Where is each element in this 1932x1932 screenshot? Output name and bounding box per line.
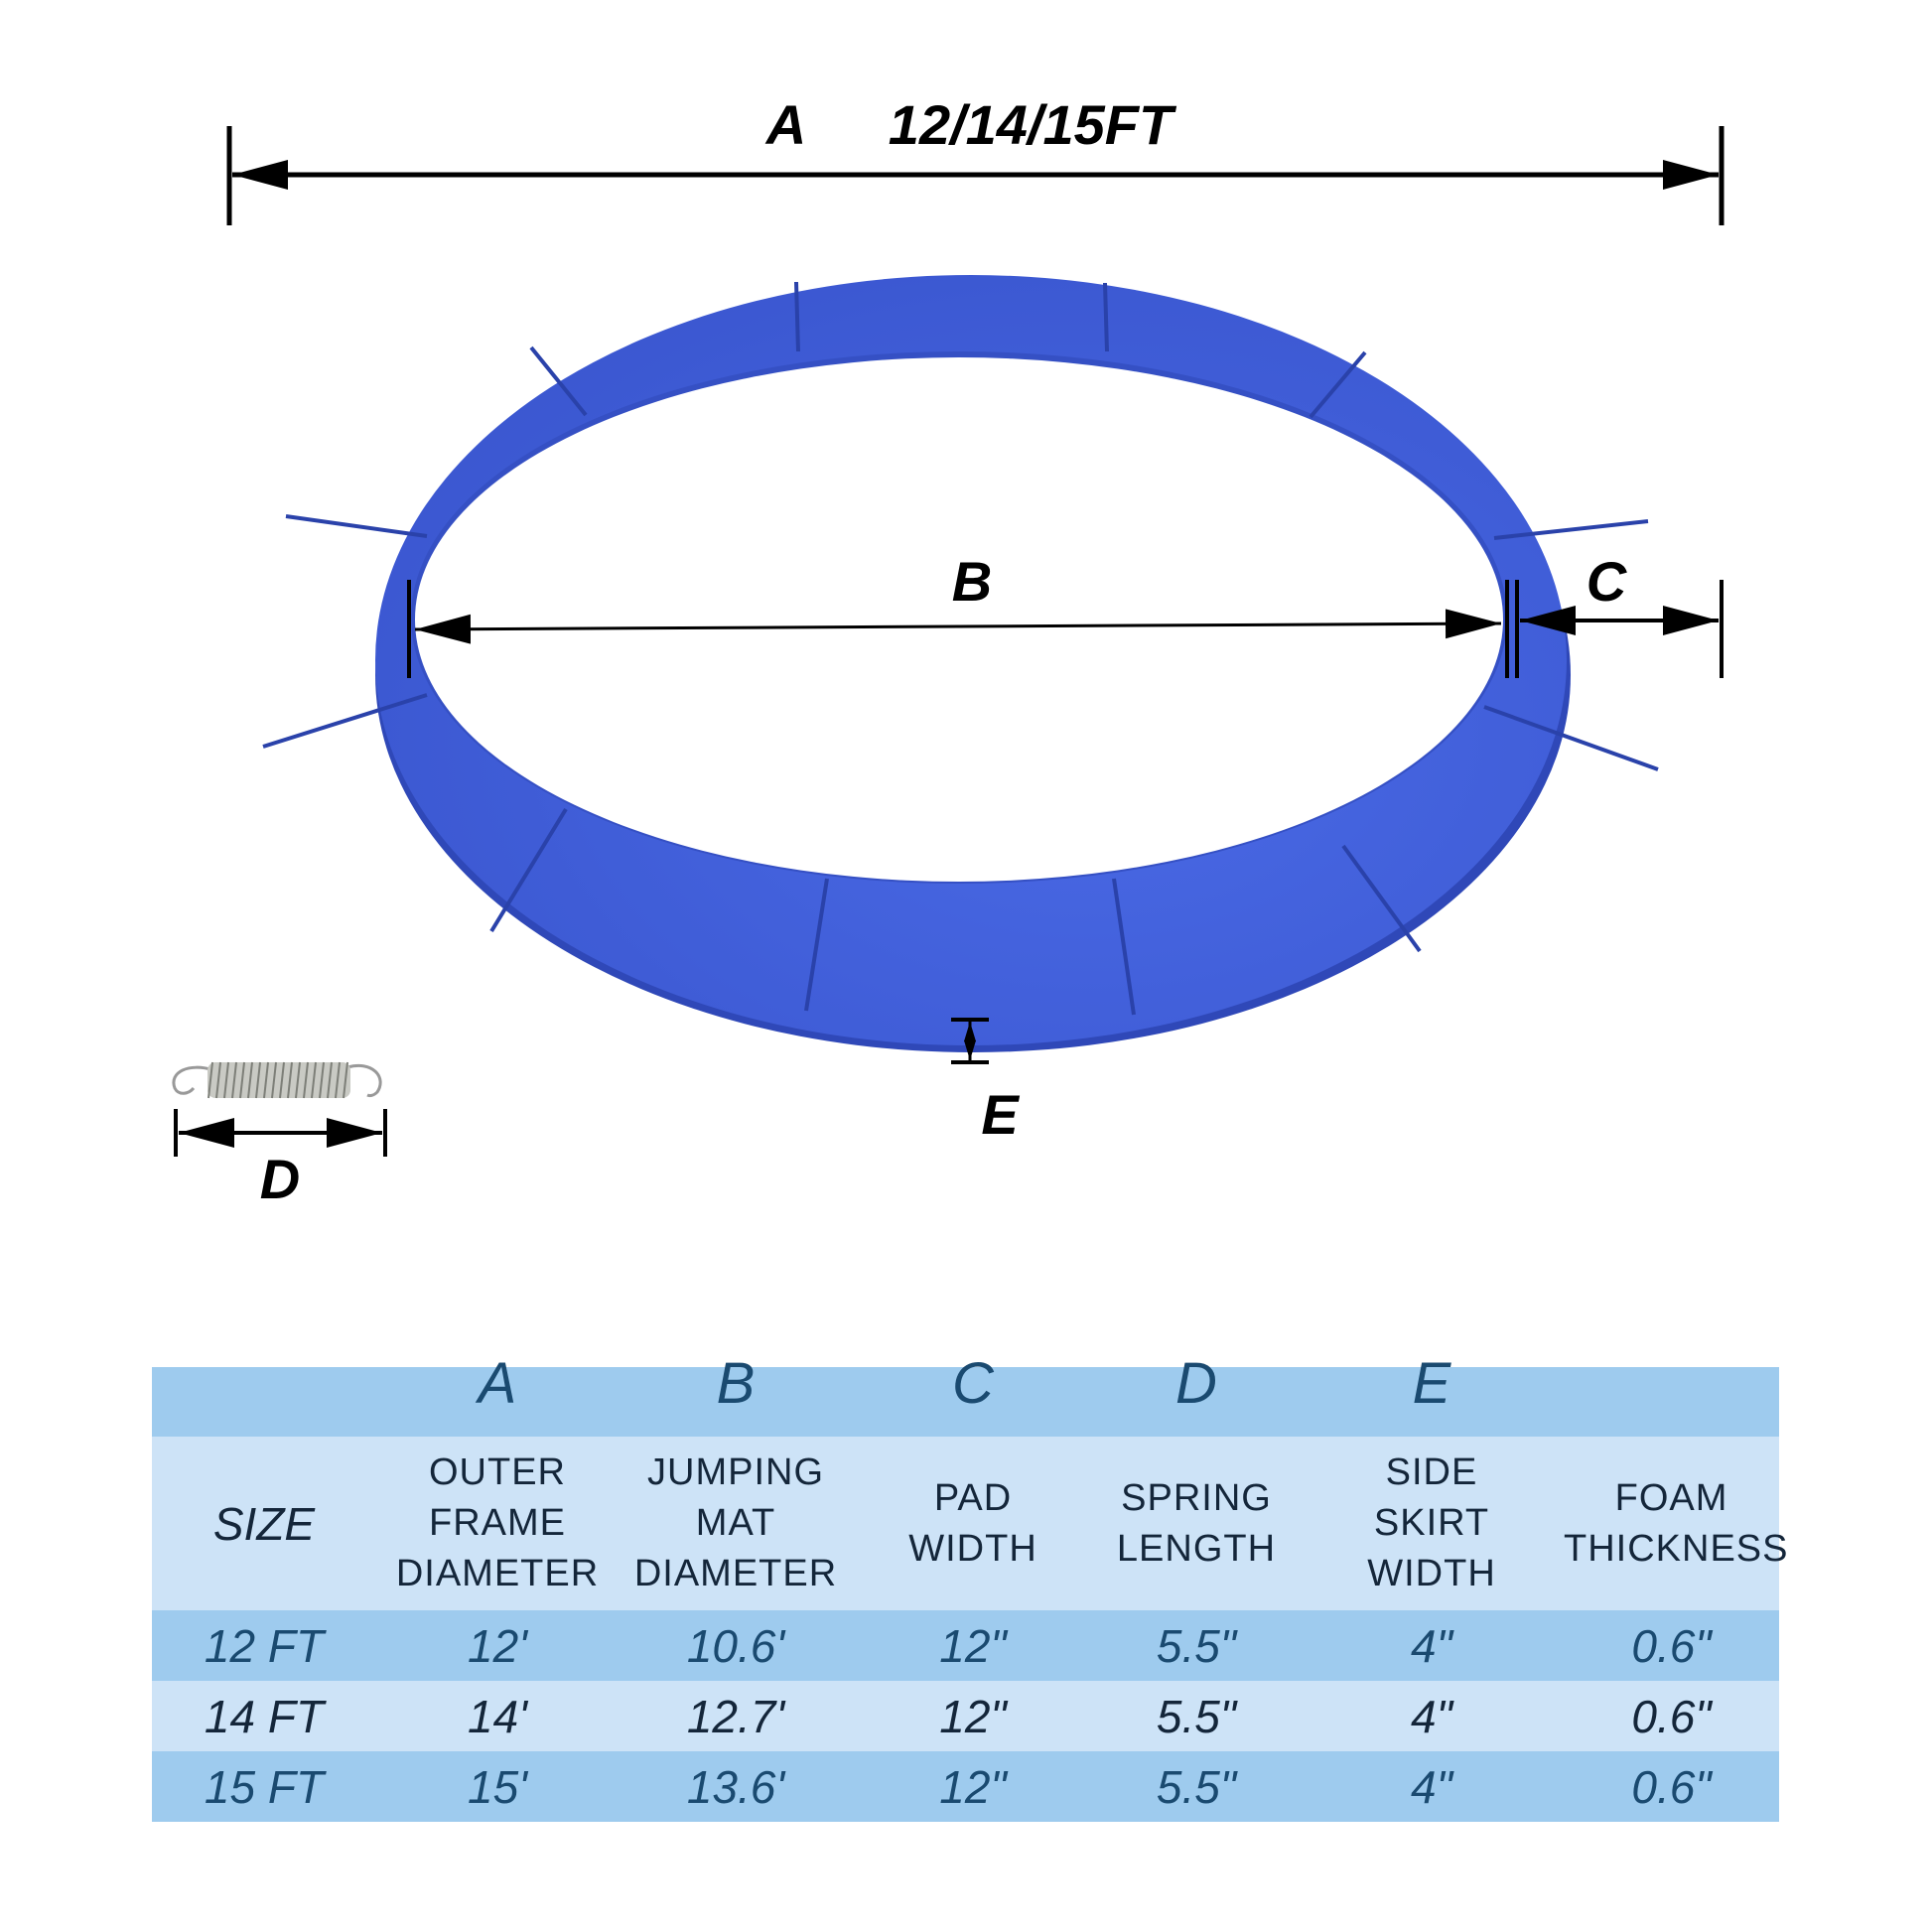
table-cell: 10.6' <box>686 1619 785 1672</box>
header-foam-thickness: FOAM THICKNESS <box>1564 1473 1789 1575</box>
header-outer-frame-diameter: OUTER FRAME DIAMETER <box>376 1448 619 1599</box>
pad-ring <box>262 275 1659 1052</box>
table-cell: 12' <box>468 1619 527 1672</box>
dimension-b-letter: B <box>952 550 992 613</box>
table-cell: 0.6" <box>1631 1619 1712 1672</box>
dimension-e: E <box>951 1018 1020 1146</box>
header-jumping-mat-diameter: JUMPING MAT DIAMETER <box>619 1448 853 1599</box>
header-line: JUMPING <box>647 1451 824 1493</box>
table-cell: 5.5" <box>1156 1690 1237 1742</box>
header-line: PAD <box>933 1476 1013 1519</box>
table-row: 15 FT 15' 13.6' 12" 5.5" 4" 0.6" <box>152 1751 1779 1822</box>
dimension-c: C <box>1505 550 1724 678</box>
header-line: WIDTH <box>908 1527 1037 1570</box>
table-cell: 12 FT <box>204 1619 325 1672</box>
dimension-d-letter: D <box>260 1148 300 1210</box>
letter-cell: A <box>478 1351 517 1416</box>
header-line: OUTER <box>429 1451 566 1493</box>
table-cell: 12" <box>939 1760 1007 1813</box>
table-cell: 15 FT <box>204 1760 325 1813</box>
header-line: THICKNESS <box>1564 1527 1789 1570</box>
header-line: FOAM <box>1614 1476 1728 1519</box>
letter-cell: B <box>716 1351 756 1416</box>
header-side-skirt-width: SIDE SKIRT WIDTH <box>1300 1448 1564 1599</box>
header-row: SIZE OUTER FRAME DIAMETER JUMPING MAT DI… <box>152 1437 1789 1610</box>
table-cell: 12" <box>939 1690 1007 1742</box>
header-line: FRAME <box>429 1502 566 1544</box>
header-line: WIDTH <box>1367 1553 1496 1594</box>
pad-segment-seams <box>262 281 1659 1016</box>
table-cell: 5.5" <box>1156 1619 1237 1672</box>
letter-row: A B C D E <box>152 1355 1779 1437</box>
size-spec-table: A B C D E SIZE OUTER FRAME DIAMETER JUMP… <box>152 1355 1789 1822</box>
header-line: MAT <box>695 1502 776 1544</box>
dimension-a-value: 12/14/15FT <box>889 93 1177 156</box>
header-line: SPRING <box>1121 1476 1272 1519</box>
dimension-b: B <box>407 550 1502 678</box>
dimension-e-letter: E <box>981 1083 1020 1146</box>
table-cell: 12" <box>939 1619 1007 1672</box>
table-row: 14 FT 14' 12.7' 12" 5.5" 4" 0.6" <box>152 1681 1779 1751</box>
header-spring-length: SPRING LENGTH <box>1093 1473 1300 1575</box>
table-cell: 14 FT <box>204 1690 325 1742</box>
table-cell: 14' <box>468 1690 527 1742</box>
table-cell: 4" <box>1411 1760 1452 1813</box>
header-size: SIZE <box>212 1497 316 1550</box>
table-row: 12 FT 12' 10.6' 12" 5.5" 4" 0.6" <box>152 1610 1779 1681</box>
dimension-d: D <box>174 1109 387 1210</box>
letter-cell: E <box>1412 1351 1451 1416</box>
header-line: DIAMETER <box>633 1553 838 1594</box>
header-line: DIAMETER <box>395 1553 600 1594</box>
dimension-a: A 12/14/15FT <box>226 93 1725 225</box>
dimension-c-letter: C <box>1587 550 1628 613</box>
table-cell: 4" <box>1411 1690 1452 1742</box>
header-pad-width: PAD WIDTH <box>853 1473 1093 1575</box>
letter-cell: D <box>1175 1351 1217 1416</box>
letter-cell: C <box>952 1351 994 1416</box>
spring-icon <box>172 1061 382 1099</box>
header-line: LENGTH <box>1116 1527 1277 1570</box>
table-cell: 13.6' <box>686 1760 785 1813</box>
dimension-a-letter: A <box>764 93 806 156</box>
table-cell: 0.6" <box>1631 1690 1712 1742</box>
table-cell: 4" <box>1411 1619 1452 1672</box>
header-line: SKIRT <box>1373 1502 1490 1544</box>
table-cell: 15' <box>468 1760 527 1813</box>
header-line: SIDE <box>1385 1451 1478 1493</box>
table-cell: 0.6" <box>1631 1760 1712 1813</box>
table-cell: 12.7' <box>686 1690 785 1742</box>
table-cell: 5.5" <box>1156 1760 1237 1813</box>
